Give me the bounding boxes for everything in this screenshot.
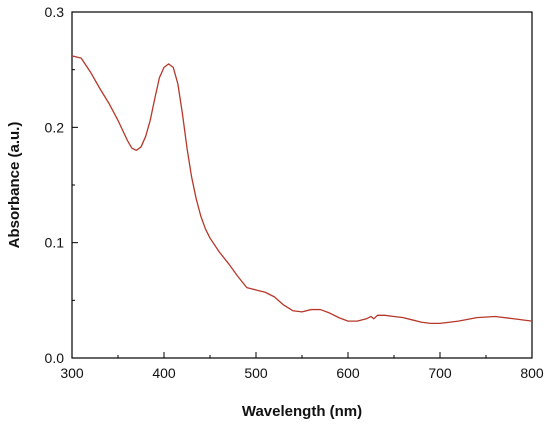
y-axis-title: Absorbance (a.u.): [6, 122, 23, 249]
y-tick-label: 0.0: [45, 350, 65, 366]
y-tick-label: 0.3: [45, 4, 65, 20]
x-tick-label: 800: [520, 365, 544, 381]
x-tick-label: 700: [428, 365, 452, 381]
plot-frame: [71, 11, 533, 359]
absorbance-curve: [71, 55, 533, 325]
y-tick-label: 0.2: [45, 119, 65, 135]
y-tick-label: 0.1: [45, 235, 65, 251]
x-axis-title: Wavelength (nm): [242, 403, 362, 420]
x-tick-label: 400: [152, 365, 176, 381]
x-tick-label: 500: [244, 365, 268, 381]
x-tick-label: 600: [336, 365, 360, 381]
x-tick-label: 300: [60, 365, 84, 381]
